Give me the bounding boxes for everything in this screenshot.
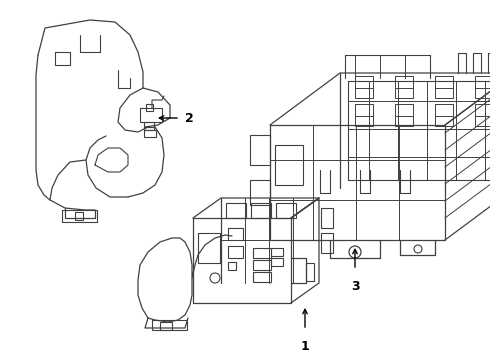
- Bar: [250, 135, 270, 165]
- Bar: [228, 228, 243, 240]
- Bar: [475, 116, 490, 126]
- Bar: [198, 233, 220, 263]
- Bar: [160, 322, 172, 330]
- Bar: [253, 272, 271, 282]
- Text: 3: 3: [351, 280, 359, 293]
- Bar: [62, 210, 97, 222]
- Text: 1: 1: [301, 340, 309, 353]
- Bar: [253, 248, 271, 258]
- Bar: [355, 88, 373, 98]
- Bar: [144, 130, 156, 137]
- Bar: [271, 248, 283, 256]
- Bar: [152, 320, 187, 330]
- Bar: [75, 212, 83, 220]
- Bar: [435, 116, 453, 126]
- Text: 2: 2: [185, 112, 194, 125]
- Bar: [321, 233, 333, 253]
- Bar: [228, 246, 243, 258]
- Bar: [271, 258, 283, 266]
- Bar: [253, 260, 271, 270]
- Bar: [321, 208, 333, 228]
- Bar: [395, 88, 413, 98]
- Bar: [276, 203, 296, 218]
- Bar: [251, 203, 271, 218]
- Bar: [355, 116, 373, 126]
- Bar: [250, 180, 270, 205]
- Bar: [435, 88, 453, 98]
- Bar: [228, 262, 236, 270]
- Bar: [226, 203, 246, 218]
- Bar: [144, 122, 154, 130]
- Bar: [395, 116, 413, 126]
- Bar: [275, 145, 303, 185]
- Bar: [140, 108, 162, 122]
- Bar: [146, 104, 153, 111]
- Bar: [306, 263, 314, 281]
- Bar: [475, 88, 490, 98]
